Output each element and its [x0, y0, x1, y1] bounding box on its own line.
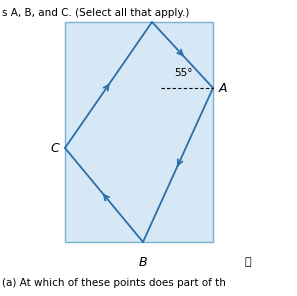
- Text: ⓘ: ⓘ: [245, 257, 251, 267]
- Text: A: A: [219, 81, 228, 94]
- Text: 55°: 55°: [174, 68, 192, 78]
- Bar: [65, 22, 213, 242]
- Text: C: C: [50, 141, 59, 155]
- Text: s A, B, and C. (Select all that apply.): s A, B, and C. (Select all that apply.): [2, 8, 189, 18]
- Text: B: B: [139, 256, 147, 269]
- Text: (a) At which of these points does part of th: (a) At which of these points does part o…: [2, 278, 226, 288]
